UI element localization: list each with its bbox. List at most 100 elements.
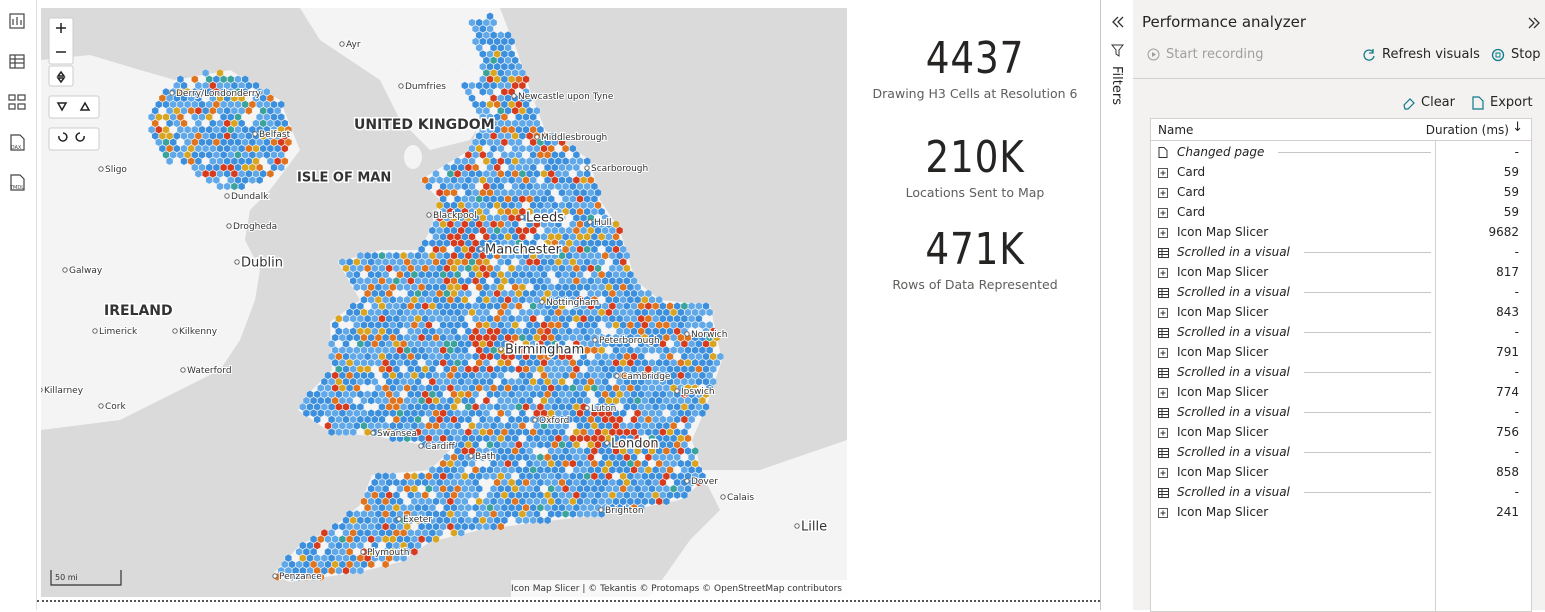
row-duration: 858 [1496, 465, 1519, 479]
row-name: Card [1177, 165, 1206, 179]
city-dot [604, 440, 610, 446]
row-icon [1158, 347, 1168, 361]
map-label: Calais [727, 493, 754, 503]
row-icon [1158, 447, 1169, 461]
city-dot [519, 214, 525, 220]
expand-icon[interactable] [1112, 16, 1124, 28]
report-icon[interactable] [9, 13, 25, 29]
map-label: Ipswich [681, 387, 715, 397]
card-value: 4437 [925, 33, 1025, 84]
sort-icon: ↓ [1512, 120, 1523, 135]
row-duration: - [1514, 245, 1519, 259]
filters-strip: Filters [1109, 16, 1125, 105]
collapse-icon[interactable] [1527, 16, 1541, 30]
map-label: Killarney [44, 386, 84, 396]
row-name: Icon Map Slicer [1177, 265, 1269, 279]
row-icon [1158, 467, 1168, 481]
tmdl-icon[interactable] [10, 174, 25, 191]
dax-icon[interactable] [10, 134, 25, 151]
clear[interactable]: Clear [1401, 95, 1455, 110]
map[interactable]: Ayr Dumfries UNITED KINGDOM Newcastle upon … [41, 8, 847, 597]
row-name: Scrolled in a visual [1177, 405, 1290, 419]
city-dot [339, 41, 345, 47]
city-dot [426, 212, 432, 218]
row-duration: - [1514, 365, 1519, 379]
map-label: Cork [105, 402, 126, 412]
row-name: Icon Map Slicer [1177, 345, 1269, 359]
table-row: Scrolled in a visual - [1151, 362, 1531, 382]
row-rule [1303, 492, 1431, 493]
table-row: Icon Map Slicer 791 [1151, 342, 1531, 362]
city-dot [360, 549, 366, 555]
map-label: Dumfries [405, 82, 446, 92]
table-row: Icon Map Slicer 9682 [1151, 222, 1531, 242]
city-dot [684, 478, 690, 484]
map-label: Ayr [346, 40, 361, 50]
row-duration: - [1514, 485, 1519, 499]
table-row: Card 59 [1151, 202, 1531, 222]
city-dot [587, 219, 593, 225]
row-duration: 59 [1503, 205, 1519, 219]
row-duration: 9682 [1488, 225, 1519, 239]
map-label: Cambridge [621, 372, 671, 382]
map-controls [48, 17, 100, 151]
model-icon[interactable] [8, 94, 16, 101]
h3-cells [162, 56, 714, 544]
row-name: Scrolled in a visual [1177, 325, 1290, 339]
table-row: Scrolled in a visual - [1151, 322, 1531, 342]
card-label: Locations Sent to Map [905, 185, 1045, 200]
city-dot [224, 193, 230, 199]
table-row: Card 59 [1151, 182, 1531, 202]
card-value: 210K [925, 132, 1025, 183]
map-label: Birmingham [505, 343, 584, 358]
city-dot [534, 134, 540, 140]
pane-title: Performance analyzer [1142, 13, 1307, 31]
table-row: Icon Map Slicer 756 [1151, 422, 1531, 442]
table-row: Icon Map Slicer 774 [1151, 382, 1531, 402]
city-dot [172, 328, 178, 334]
filters-pane[interactable]: Filters [1100, 0, 1134, 610]
row-name: Scrolled in a visual [1177, 365, 1290, 379]
row-name: Icon Map Slicer [1177, 385, 1269, 399]
h3-cells [155, 50, 721, 569]
control-button[interactable] [48, 127, 100, 151]
city-dot [584, 405, 590, 411]
city-dot [418, 443, 424, 449]
row-duration: 791 [1496, 345, 1519, 359]
map-label: ISLE OF MAN [297, 171, 391, 186]
scale-bar [50, 570, 122, 586]
clear-label: Clear [1421, 95, 1455, 110]
row-duration: 59 [1503, 165, 1519, 179]
column-header[interactable]: Duration (ms) [1425, 123, 1509, 137]
city-dot [180, 367, 186, 373]
refresh-visuals[interactable]: Refresh visuals [1362, 47, 1480, 62]
scale-label: 50 mi [55, 573, 78, 582]
row-name: Icon Map Slicer [1177, 305, 1269, 319]
divider [1133, 78, 1545, 79]
column-header[interactable]: Name [1158, 123, 1194, 137]
results-table: Name Duration (ms) ↓ Changed page - Card 59… [1150, 118, 1532, 612]
city-dot [674, 388, 680, 394]
map-label: Manchester [485, 243, 562, 258]
city-dot [511, 93, 517, 99]
table-row: Scrolled in a visual - [1151, 242, 1531, 262]
map-label: Cardiff [425, 442, 456, 452]
city-dot [532, 417, 538, 423]
map-label: London [611, 437, 659, 452]
start-recording[interactable]: Start recording [1147, 47, 1264, 62]
control-button[interactable] [48, 95, 100, 119]
stop[interactable]: Stop [1491, 47, 1541, 62]
row-name: Scrolled in a visual [1177, 245, 1290, 259]
table-row: Icon Map Slicer 843 [1151, 302, 1531, 322]
dax-label: DAX [11, 145, 22, 151]
map-label: Dublin [241, 256, 283, 271]
table-icon[interactable] [9, 54, 25, 69]
h3-cells [155, 75, 717, 575]
table-row: Scrolled in a visual - [1151, 442, 1531, 462]
attribution: Icon Map Slicer | © Tekantis © Protomaps… [511, 584, 842, 594]
export[interactable]: Export [1471, 95, 1533, 110]
city-dot [92, 328, 98, 334]
control-button[interactable] [48, 17, 74, 65]
city-dot [539, 299, 545, 305]
